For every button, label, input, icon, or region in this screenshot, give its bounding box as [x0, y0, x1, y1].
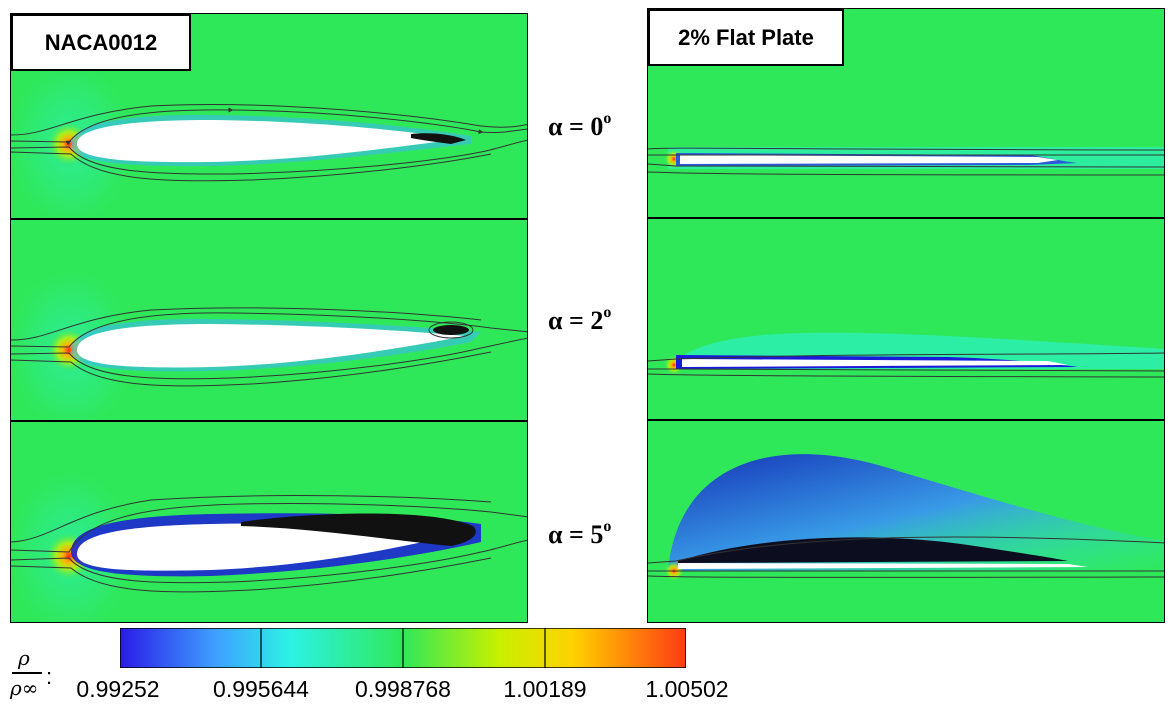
- naca-title: NACA0012: [11, 14, 191, 71]
- naca-flowfield-5: [11, 472, 527, 622]
- plate-panel-alpha-0: 2% Flat Plate: [647, 8, 1165, 218]
- plate-flowfield-2: [648, 332, 1164, 378]
- colorbar-tick-1: 0.99252: [76, 676, 160, 702]
- colorbar-label-numerator: ρ: [18, 646, 30, 670]
- colorbar-tick-3: 0.998768: [355, 676, 451, 702]
- plate-panel-alpha-5: [647, 420, 1165, 623]
- plate-flowfield-5: [648, 454, 1164, 581]
- colorbar-label-colon: :: [46, 664, 53, 689]
- colorbar-label: ρ ρ∞ :: [8, 646, 68, 706]
- alpha-label-5: α = 5o: [548, 518, 612, 549]
- colorbar-label-denominator: ρ∞: [10, 676, 39, 700]
- naca-flowfield-0: [11, 64, 527, 218]
- alpha-label-2: α = 2o: [548, 304, 612, 335]
- plate-flowfield-0: [648, 147, 1164, 176]
- plate-title: 2% Flat Plate: [648, 9, 844, 66]
- naca-panel-alpha-2: [10, 219, 528, 421]
- colorbar-label-fraction-line: [12, 672, 42, 674]
- colorbar-tick-2: 0.995644: [213, 676, 309, 702]
- naca-panel-alpha-0: NACA0012: [10, 13, 528, 219]
- plate-panel-alpha-2: [647, 218, 1165, 420]
- colorbar: [120, 628, 686, 668]
- colorbar-tick-4: 1.00189: [503, 676, 587, 702]
- colorbar-tick-5: 1.00502: [645, 676, 729, 702]
- naca-flowfield-2: [11, 270, 527, 420]
- naca-panel-alpha-5: [10, 421, 528, 623]
- alpha-label-0: α = 0o: [548, 110, 612, 141]
